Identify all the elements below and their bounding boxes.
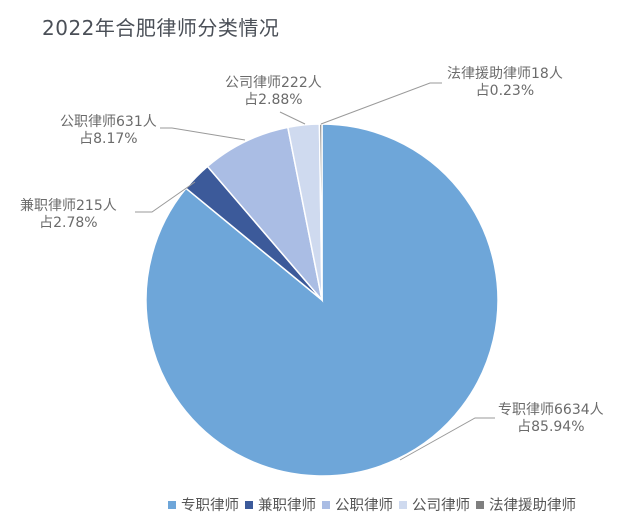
legend-swatch — [322, 500, 330, 509]
pie-slice[interactable] — [206, 126, 324, 303]
label-falv: 法律援助律师18人 占0.23% — [447, 66, 563, 99]
legend-item-gongsi[interactable]: 公司律师 — [399, 494, 470, 515]
label-zhuanzhi: 专职律师6634人 占85.94% — [498, 402, 604, 435]
label-jianzhi: 兼职律师215人 占2.78% — [20, 198, 117, 231]
legend-swatch — [168, 500, 176, 509]
chart-legend: 专职律师 兼职律师 公职律师 公司律师 法律援助律师 — [168, 494, 582, 515]
pie-slices — [145, 123, 499, 477]
legend-item-gongzhi[interactable]: 公职律师 — [322, 494, 393, 515]
legend-swatch — [476, 500, 484, 509]
legend-swatch — [399, 500, 407, 509]
label-gongzhi: 公职律师631人 占8.17% — [60, 114, 157, 147]
leader-line-zhuanzhi — [399, 417, 495, 461]
leader-lines — [135, 82, 495, 461]
leader-line-gongzhi — [160, 127, 246, 141]
label-gongsi: 公司律师222人 占2.88% — [225, 75, 322, 108]
legend-swatch — [245, 500, 253, 509]
leader-line-gongsi — [279, 111, 306, 125]
legend-item-jianzhi[interactable]: 兼职律师 — [245, 494, 316, 515]
leader-line-falv — [320, 82, 442, 125]
leader-line-jianzhi — [135, 181, 196, 213]
legend-item-zhuanzhi[interactable]: 专职律师 — [168, 494, 239, 515]
legend-item-falv[interactable]: 法律援助律师 — [476, 494, 576, 515]
chart-title: 2022年合肥律师分类情况 — [42, 16, 280, 40]
